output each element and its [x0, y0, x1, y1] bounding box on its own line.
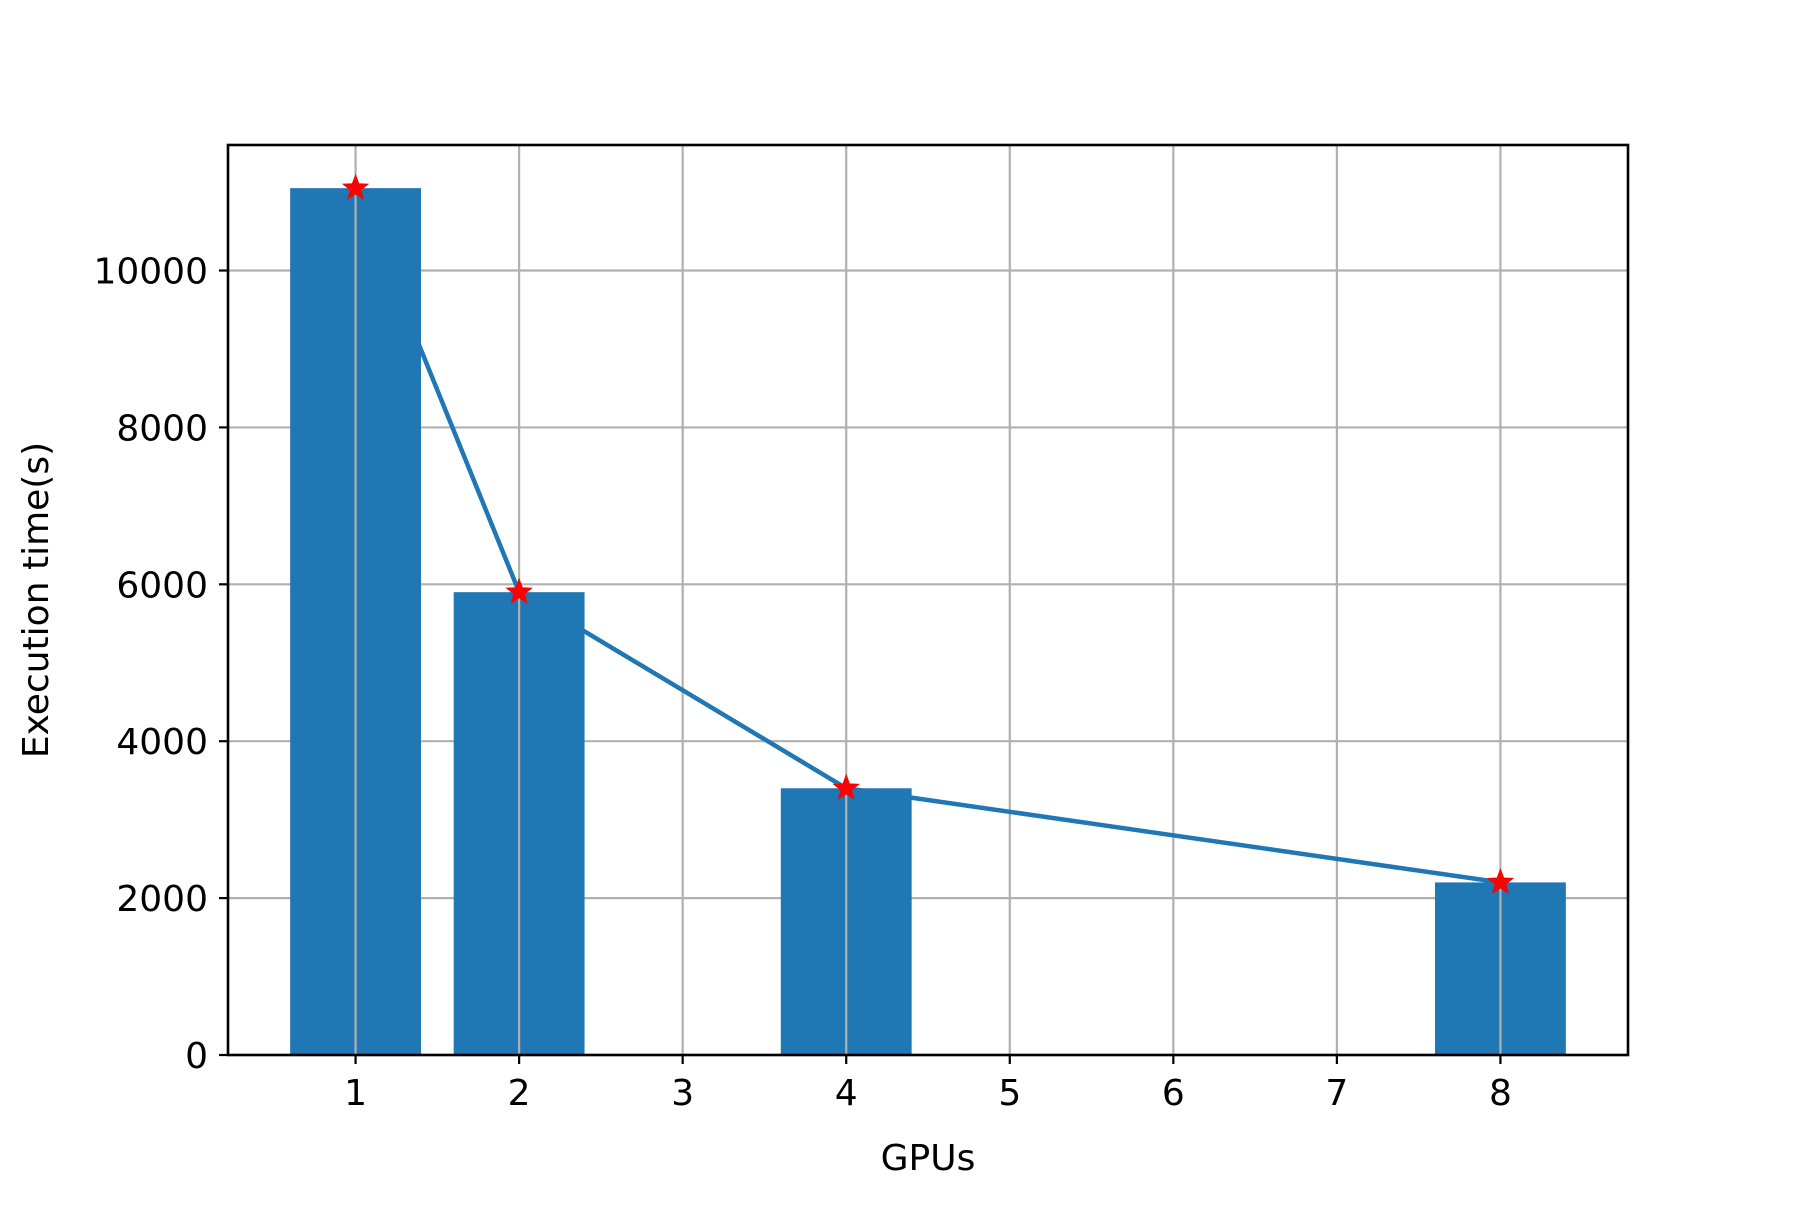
y-tick-label: 0	[185, 1036, 208, 1077]
y-tick-label: 8000	[116, 408, 208, 449]
x-tick-labels: 1 2 3 4 5 6 7 8	[344, 1073, 1512, 1114]
x-tick-label: 3	[671, 1073, 694, 1114]
x-tick-label: 2	[508, 1073, 531, 1114]
bar-layer	[290, 188, 1566, 1055]
y-tick-label: 10000	[93, 252, 208, 293]
line-layer	[353, 187, 1501, 885]
x-tick-label: 6	[1162, 1073, 1185, 1114]
x-tick-label: 1	[344, 1073, 367, 1114]
data-point-marker	[341, 173, 370, 200]
plot-frame	[226, 143, 1630, 1057]
y-tick-labels: 0 2000 4000 6000 8000 10000	[93, 252, 208, 1077]
tick-layer	[219, 269, 1502, 1064]
x-tick-label: 4	[835, 1073, 858, 1114]
y-tick-label: 2000	[116, 879, 208, 920]
x-tick-label: 5	[998, 1073, 1021, 1114]
y-tick-label: 4000	[116, 722, 208, 763]
x-tick-label: 8	[1489, 1073, 1512, 1114]
y-tick-label: 6000	[116, 565, 208, 606]
series-line	[353, 187, 1501, 885]
data-point-marker	[505, 577, 533, 604]
vgrid-over-layer	[354, 145, 1502, 1055]
data-point-marker	[1486, 867, 1515, 895]
data-point-marker	[832, 773, 860, 800]
x-tick-label: 7	[1325, 1073, 1348, 1114]
x-axis-title: GPUs	[881, 1138, 976, 1179]
marker-layer	[341, 173, 1515, 895]
y-axis-title: Execution time(s)	[16, 442, 57, 758]
